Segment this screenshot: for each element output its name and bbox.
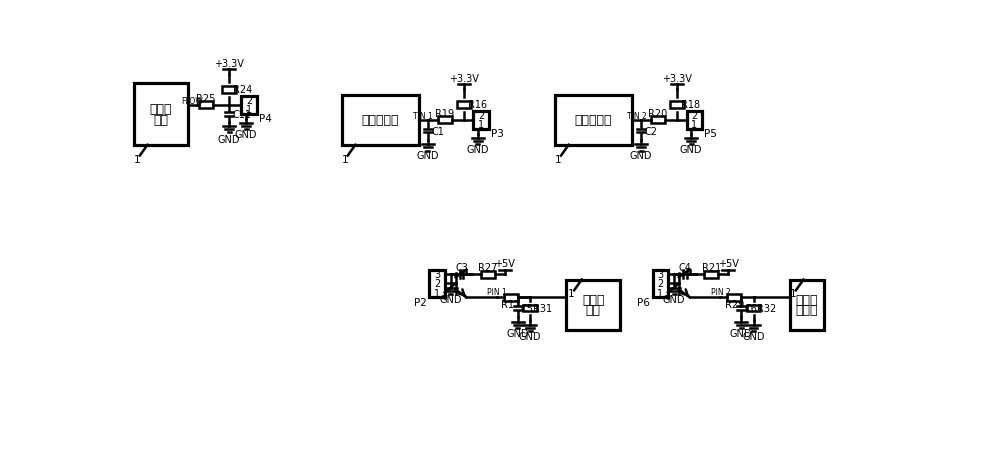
Bar bbox=[747, 305, 760, 312]
Text: 单片机: 单片机 bbox=[796, 293, 818, 306]
Text: 1: 1 bbox=[657, 288, 663, 298]
Text: C11: C11 bbox=[233, 110, 252, 120]
Text: 1: 1 bbox=[434, 288, 440, 298]
Text: +3.3V: +3.3V bbox=[214, 59, 244, 69]
Text: 1: 1 bbox=[478, 120, 484, 130]
Text: P6: P6 bbox=[637, 297, 650, 307]
Text: PIN 2: PIN 2 bbox=[711, 288, 730, 297]
Text: 2: 2 bbox=[246, 96, 252, 106]
Text: GND: GND bbox=[440, 294, 462, 304]
Bar bbox=[438, 117, 452, 124]
Text: GND: GND bbox=[730, 328, 752, 338]
Text: R18: R18 bbox=[681, 100, 700, 110]
Text: GND: GND bbox=[218, 134, 240, 144]
Text: 模块: 模块 bbox=[586, 304, 601, 317]
Bar bbox=[222, 87, 236, 94]
Bar bbox=[523, 305, 537, 312]
Text: C6: C6 bbox=[744, 303, 757, 313]
Text: GND: GND bbox=[507, 328, 529, 338]
Text: GND: GND bbox=[630, 151, 652, 161]
Text: P4: P4 bbox=[259, 114, 272, 124]
Text: 2: 2 bbox=[434, 279, 440, 289]
Text: P3: P3 bbox=[491, 129, 504, 139]
Text: 模块: 模块 bbox=[153, 114, 168, 127]
Text: C1: C1 bbox=[432, 126, 445, 136]
Bar bbox=[687, 111, 702, 130]
Bar bbox=[481, 271, 495, 278]
Text: 1: 1 bbox=[246, 105, 252, 115]
Text: 1: 1 bbox=[568, 289, 574, 299]
Text: 1: 1 bbox=[555, 154, 561, 164]
Text: C5: C5 bbox=[521, 303, 534, 313]
Bar bbox=[555, 96, 632, 146]
Text: R20: R20 bbox=[648, 109, 668, 119]
Text: GND: GND bbox=[467, 145, 489, 155]
Text: R17: R17 bbox=[501, 299, 521, 309]
Bar bbox=[790, 280, 824, 330]
Text: PIN 1: PIN 1 bbox=[487, 288, 507, 297]
Bar bbox=[134, 84, 188, 146]
Bar bbox=[457, 102, 471, 109]
Bar bbox=[504, 294, 518, 301]
Bar bbox=[241, 96, 257, 115]
Bar bbox=[727, 294, 741, 301]
Text: GND: GND bbox=[680, 145, 702, 155]
Text: R24: R24 bbox=[233, 85, 252, 95]
Text: GND: GND bbox=[519, 331, 541, 341]
Text: 2: 2 bbox=[478, 111, 484, 121]
Text: FLOW: FLOW bbox=[181, 97, 203, 105]
Bar bbox=[199, 102, 213, 109]
Text: R32: R32 bbox=[757, 303, 776, 313]
Text: P2: P2 bbox=[414, 297, 427, 307]
Text: R25: R25 bbox=[196, 94, 216, 104]
Text: 1: 1 bbox=[691, 120, 697, 130]
Text: 机模块: 机模块 bbox=[796, 304, 818, 317]
Text: 单片机模块: 单片机模块 bbox=[575, 114, 612, 127]
Text: 3: 3 bbox=[434, 269, 440, 279]
Text: 1: 1 bbox=[133, 154, 140, 164]
Text: 3: 3 bbox=[657, 269, 663, 279]
Bar bbox=[653, 270, 668, 298]
Text: R19: R19 bbox=[435, 109, 454, 119]
Text: R31: R31 bbox=[533, 303, 552, 313]
Text: 单片机: 单片机 bbox=[582, 293, 605, 306]
Text: +3.3V: +3.3V bbox=[449, 74, 479, 84]
Bar bbox=[429, 270, 445, 298]
Text: 单片机模块: 单片机模块 bbox=[361, 114, 399, 127]
Text: 2: 2 bbox=[691, 111, 697, 121]
Text: C3: C3 bbox=[455, 263, 468, 273]
Text: TIN 1: TIN 1 bbox=[413, 111, 433, 120]
Bar bbox=[704, 271, 718, 278]
Text: 1: 1 bbox=[789, 289, 796, 299]
Text: GND: GND bbox=[235, 130, 257, 140]
Text: 2: 2 bbox=[657, 279, 663, 289]
Bar bbox=[342, 96, 419, 146]
Text: C2: C2 bbox=[645, 126, 658, 136]
Text: +3.3V: +3.3V bbox=[662, 74, 692, 84]
Text: +5V: +5V bbox=[494, 259, 515, 269]
Text: R29: R29 bbox=[725, 299, 744, 309]
Text: C4: C4 bbox=[679, 263, 691, 273]
Text: +5V: +5V bbox=[718, 259, 739, 269]
Text: GND: GND bbox=[663, 294, 685, 304]
Bar bbox=[473, 111, 489, 130]
Bar bbox=[566, 280, 620, 330]
Text: TIN 2: TIN 2 bbox=[627, 111, 646, 120]
Text: R27: R27 bbox=[478, 263, 498, 273]
Text: GND: GND bbox=[417, 151, 439, 161]
Text: P5: P5 bbox=[704, 129, 717, 139]
Text: 单片机: 单片机 bbox=[149, 103, 172, 116]
Text: 1: 1 bbox=[341, 154, 348, 164]
Text: R16: R16 bbox=[468, 100, 487, 110]
Bar bbox=[651, 117, 665, 124]
Text: GND: GND bbox=[742, 331, 765, 341]
Text: R21: R21 bbox=[702, 263, 721, 273]
Bar bbox=[670, 102, 684, 109]
